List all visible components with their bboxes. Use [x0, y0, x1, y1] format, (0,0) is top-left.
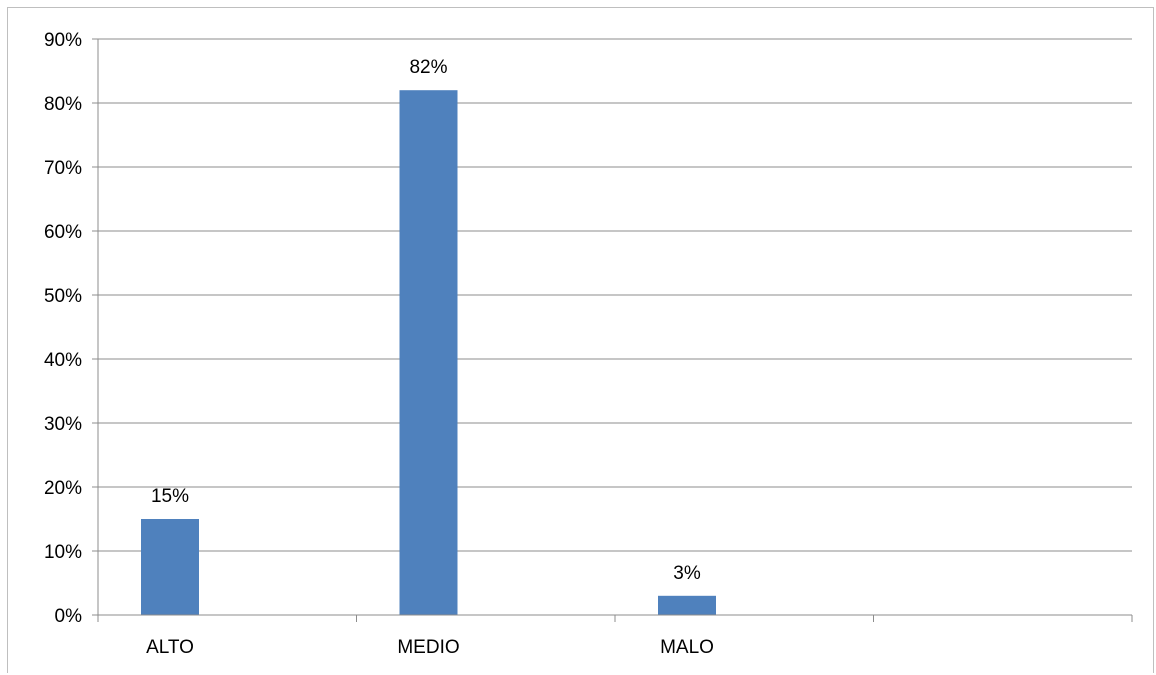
y-tick-label: 80% [44, 94, 82, 115]
bar-malo [658, 595, 716, 615]
data-label-medio: 82% [409, 57, 447, 78]
y-tick-labels: 0% 10% 20% 30% 40% 50% 60% 70% 80% 90% [44, 30, 82, 627]
bars [141, 90, 716, 615]
y-tick-label: 90% [44, 30, 82, 51]
bar-chart: 0% 10% 20% 30% 40% 50% 60% 70% 80% 90% ALTO MEDIO M… [44, 30, 1133, 658]
data-labels: 15% 82% 3% [151, 57, 701, 584]
y-tick-label: 20% [44, 478, 82, 499]
bar-medio [399, 90, 458, 615]
y-tick-label: 10% [44, 542, 82, 563]
y-tick-label: 50% [44, 286, 82, 307]
category-labels: ALTO MEDIO MALO [146, 637, 714, 658]
category-label-alto: ALTO [146, 637, 194, 658]
category-label-medio: MEDIO [397, 637, 459, 658]
x-tick-marks [97, 615, 1133, 622]
y-tick-label: 40% [44, 350, 82, 371]
y-tick-label: 60% [44, 222, 82, 243]
axes [92, 38, 1132, 616]
chart-frame: 0% 10% 20% 30% 40% 50% 60% 70% 80% 90% ALTO MEDIO M… [7, 7, 1154, 673]
data-label-alto: 15% [151, 486, 189, 507]
y-tick-label: 30% [44, 414, 82, 435]
y-tick-label: 70% [44, 158, 82, 179]
y-tick-label: 0% [55, 606, 83, 627]
category-label-malo: MALO [660, 637, 714, 658]
data-label-malo: 3% [673, 563, 701, 584]
bar-alto [141, 519, 199, 615]
gridlines [98, 38, 1132, 552]
